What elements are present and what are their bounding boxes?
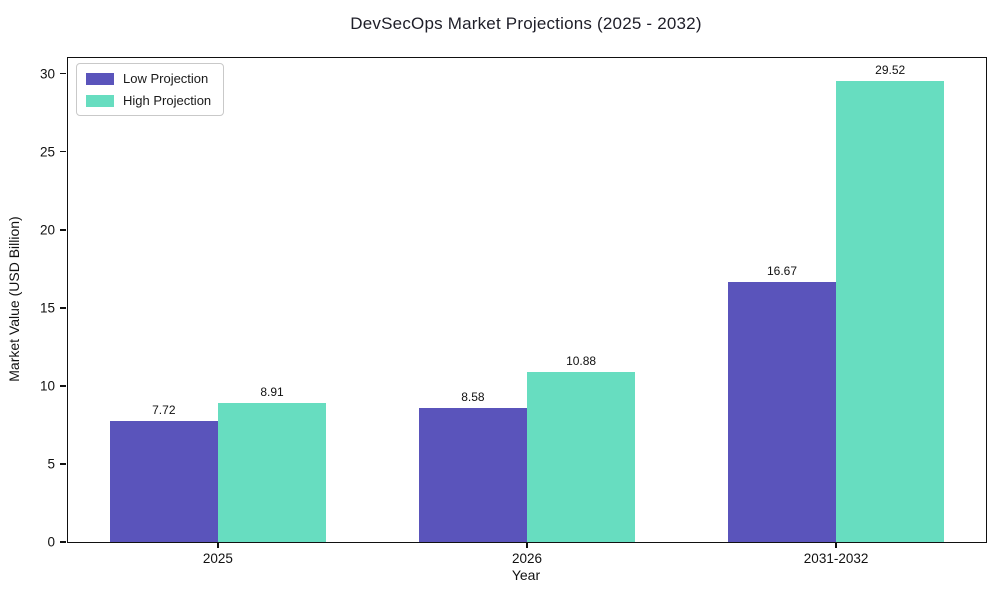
- y-axis-tick-label: 25: [39, 144, 55, 160]
- y-axis-tick-label: 30: [39, 66, 55, 82]
- y-axis-tick: [60, 307, 67, 309]
- y-axis-tick-label: 15: [39, 300, 55, 316]
- y-axis-title: Market Value (USD Billion): [6, 216, 22, 382]
- plot-area: Low Projection High Projection 7.72 8.91 20…: [40, 57, 987, 566]
- bar-value-label: 7.72: [152, 403, 176, 418]
- chart-title: DevSecOps Market Projections (2025 - 203…: [350, 14, 702, 33]
- bar-value-label: 8.91: [260, 384, 284, 399]
- y-axis-tick: [60, 228, 67, 231]
- bar-high-projection-2025: [217, 402, 327, 542]
- bar-high-projection-2031-2032: [836, 81, 945, 542]
- bar-value-label: 29.52: [875, 63, 906, 78]
- bar-low-projection-2025: [109, 421, 218, 542]
- legend-swatch: [86, 72, 114, 85]
- y-axis-tick-label: 10: [39, 378, 55, 394]
- bar-low-projection-2031-2032: [727, 281, 837, 542]
- legend-label: High Projection: [123, 93, 212, 108]
- y-axis-tick: [60, 385, 67, 387]
- x-axis-title: Year: [511, 567, 541, 583]
- y-axis-tick-label: 0: [47, 534, 55, 550]
- bar-value-label: 16.67: [766, 263, 798, 278]
- y-axis-tick: [60, 72, 67, 75]
- bar-value-label: 10.88: [566, 354, 597, 369]
- y-axis-tick-label: 5: [47, 456, 55, 472]
- x-axis-tick-label: 2026: [511, 551, 543, 566]
- bar-high-projection-2026: [527, 372, 636, 542]
- y-axis-tick: [60, 541, 67, 543]
- x-axis-tick: [217, 542, 219, 548]
- bar-value-label: 8.58: [461, 390, 485, 405]
- legend: Low Projection High Projection: [76, 63, 225, 116]
- x-axis-tick-label: 2031-2032: [803, 551, 869, 566]
- legend-entry-low-projection: Low Projection: [86, 71, 211, 86]
- legend-swatch: [86, 94, 114, 107]
- y-axis-tick-label: 20: [39, 222, 55, 238]
- legend-entry-high-projection: High Projection: [86, 93, 211, 108]
- y-axis-tick: [60, 150, 67, 153]
- bar-low-projection-2026: [418, 408, 527, 542]
- legend-label: Low Projection: [123, 71, 209, 86]
- x-axis-tick: [526, 542, 528, 548]
- y-axis-tick: [60, 463, 67, 465]
- x-axis-tick-label: 2025: [202, 551, 233, 566]
- x-axis-tick: [835, 542, 837, 548]
